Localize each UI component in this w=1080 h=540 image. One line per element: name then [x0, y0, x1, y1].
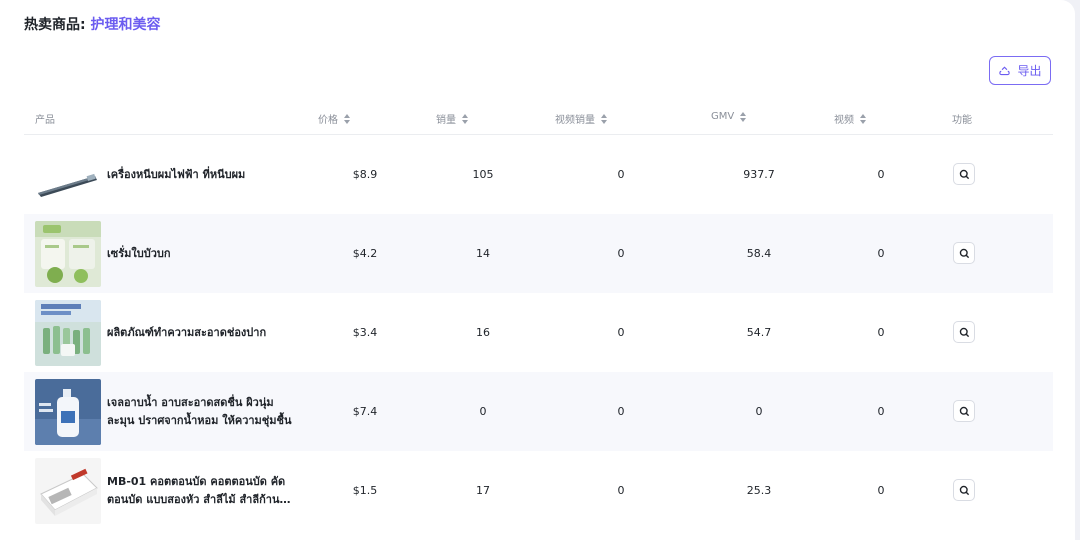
search-button[interactable]	[953, 479, 975, 501]
column-product: 产品	[35, 111, 55, 126]
sort-icon[interactable]	[462, 113, 468, 124]
table-row[interactable]: MB-01 คอตตอนบัด คอตตอนบัด คัดตอนบัด แบบส…	[24, 451, 1053, 530]
column-gmv[interactable]: GMV	[711, 111, 747, 122]
search-icon	[959, 327, 969, 337]
product-name[interactable]: เจลอาบน้ำ อาบสะอาดสดชื่น ผิวนุ่มละมุน ปร…	[107, 395, 292, 427]
video-sales-value: 0	[617, 247, 625, 260]
videos-value: 0	[877, 326, 885, 339]
product-thumbnail[interactable]	[35, 221, 101, 287]
table-row[interactable]: ผลิตภัณฑ์ทำความสะอาดช่องปาก $3.4 16 0 54…	[24, 293, 1053, 372]
sales-value: 16	[476, 326, 490, 339]
sort-icon[interactable]	[601, 113, 607, 124]
product-name[interactable]: MB-01 คอตตอนบัด คอตตอนบัด คัดตอนบัด แบบส…	[107, 474, 286, 506]
gmv-value: 25.3	[746, 484, 772, 497]
search-button[interactable]	[953, 400, 975, 422]
gmv-value: 54.7	[746, 326, 772, 339]
video-sales-value: 0	[617, 326, 625, 339]
product-thumbnail[interactable]	[35, 458, 101, 524]
gmv-value: 937.7	[743, 168, 775, 181]
table-row[interactable]: เซรั่มใบบัวบก $4.2 14 0 58.4 0	[24, 214, 1053, 293]
video-sales-value: 0	[617, 168, 625, 181]
column-actions-label: 功能	[952, 115, 972, 126]
price-value: $1.5	[352, 484, 378, 497]
product-name[interactable]: ผลิตภัณฑ์ทำความสะอาดช่องปาก	[107, 325, 267, 339]
gmv-value: 0	[755, 405, 763, 418]
search-button[interactable]	[953, 321, 975, 343]
column-video-sales-label: 视频销量	[555, 115, 595, 126]
search-icon	[959, 169, 969, 179]
export-button[interactable]: 导出	[989, 56, 1051, 85]
column-sales[interactable]: 销量	[436, 111, 468, 126]
column-gmv-label: GMV	[711, 111, 735, 122]
product-thumbnail[interactable]	[35, 142, 101, 208]
category-name: 护理和美容	[90, 17, 161, 33]
sort-icon[interactable]	[860, 113, 866, 124]
table-row[interactable]: เครื่องหนีบผมไฟฟ้า ที่หนีบผม $8.9 105 0 …	[24, 135, 1053, 214]
videos-value: 0	[877, 484, 885, 497]
column-product-label: 产品	[35, 115, 55, 126]
search-icon	[959, 485, 969, 495]
column-video-sales[interactable]: 视频销量	[555, 111, 607, 126]
search-icon	[959, 248, 969, 258]
product-name[interactable]: เครื่องหนีบผมไฟฟ้า ที่หนีบผม	[107, 167, 246, 181]
search-icon	[959, 406, 969, 416]
sales-value: 105	[472, 168, 494, 181]
price-value: $7.4	[352, 405, 378, 418]
table-header: 产品 价格 销量 视频销量 GMV 视频 功能	[24, 103, 1053, 135]
column-sales-label: 销量	[436, 115, 456, 126]
column-price[interactable]: 价格	[318, 111, 350, 126]
sales-value: 0	[479, 405, 487, 418]
price-value: $4.2	[352, 247, 378, 260]
search-button[interactable]	[953, 242, 975, 264]
column-videos[interactable]: 视频	[834, 111, 866, 126]
column-actions: 功能	[952, 111, 972, 126]
video-sales-value: 0	[617, 484, 625, 497]
search-button[interactable]	[953, 163, 975, 185]
videos-value: 0	[877, 247, 885, 260]
page-title: 热卖商品: 护理和美容	[24, 14, 160, 34]
sales-value: 14	[476, 247, 490, 260]
videos-value: 0	[877, 168, 885, 181]
export-label: 导出	[1017, 64, 1042, 78]
product-name[interactable]: เซรั่มใบบัวบก	[107, 246, 171, 260]
table-row[interactable]: เจลอาบน้ำ อาบสะอาดสดชื่น ผิวนุ่มละมุน ปร…	[24, 372, 1053, 451]
column-videos-label: 视频	[834, 115, 854, 126]
product-thumbnail[interactable]	[35, 379, 101, 445]
price-value: $3.4	[352, 326, 378, 339]
title-label: 热卖商品:	[24, 17, 86, 33]
export-icon	[999, 66, 1011, 76]
sort-icon[interactable]	[740, 111, 747, 122]
sales-value: 17	[476, 484, 490, 497]
column-price-label: 价格	[318, 115, 338, 126]
videos-value: 0	[877, 405, 885, 418]
product-thumbnail[interactable]	[35, 300, 101, 366]
sort-icon[interactable]	[344, 113, 350, 124]
price-value: $8.9	[352, 168, 378, 181]
video-sales-value: 0	[617, 405, 625, 418]
gmv-value: 58.4	[746, 247, 772, 260]
